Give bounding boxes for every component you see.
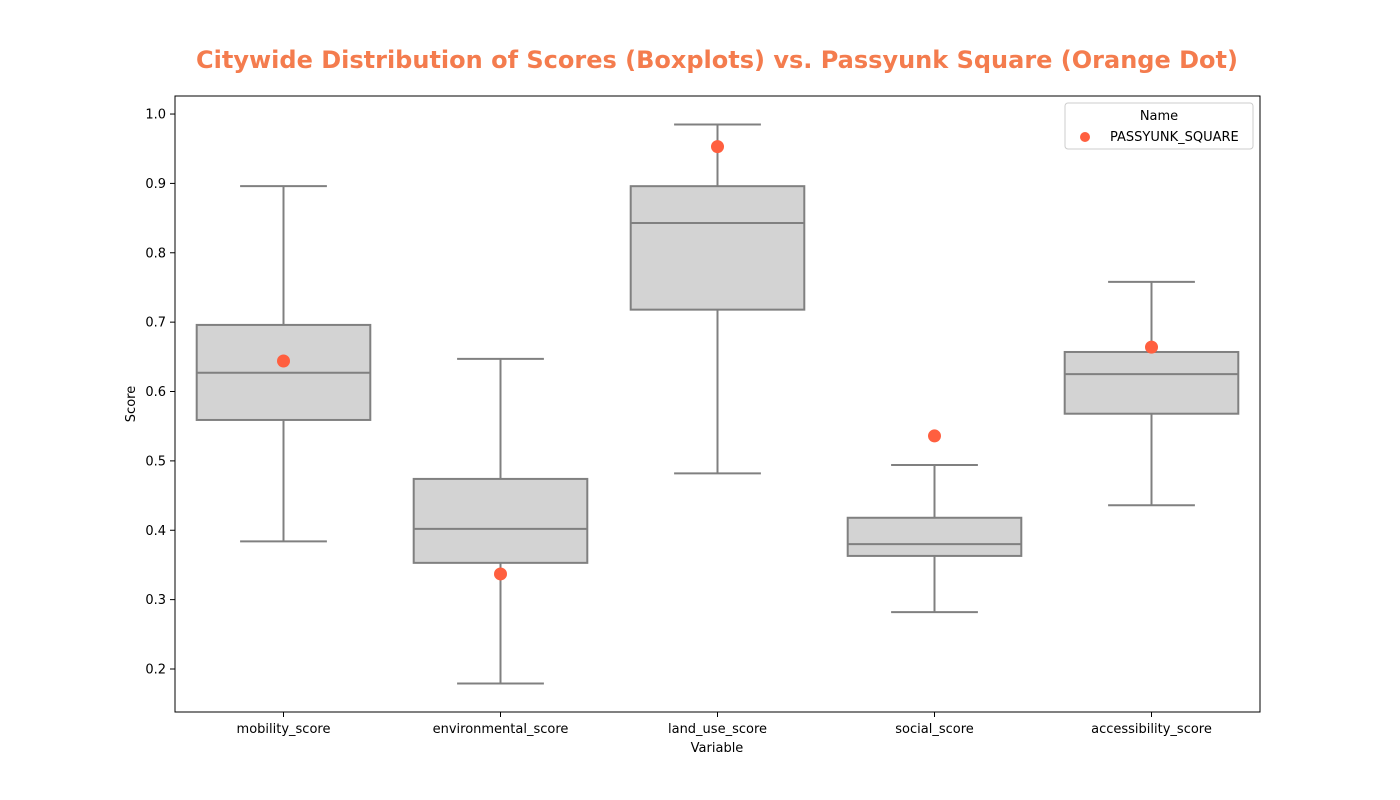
y-tick-label: 0.6 xyxy=(145,385,166,400)
y-tick-label: 0.5 xyxy=(145,454,166,469)
passyunk-point xyxy=(494,567,507,581)
box-iqr xyxy=(846,516,1023,557)
y-tick-label: 0.4 xyxy=(145,524,166,539)
box-group xyxy=(629,123,806,475)
y-tick-label: 0.2 xyxy=(145,662,166,677)
passyunk-point xyxy=(928,429,941,443)
box-group xyxy=(846,464,1023,614)
y-tick-label: 0.3 xyxy=(145,593,166,608)
x-tick-label: social_score xyxy=(895,722,974,737)
y-tick-label: 0.7 xyxy=(145,316,166,331)
x-tick-label: environmental_score xyxy=(433,722,569,737)
y-axis-label: Score xyxy=(124,386,139,422)
plot-area xyxy=(195,123,1240,685)
y-tick-label: 0.9 xyxy=(145,177,166,192)
y-tick-label: 1.0 xyxy=(145,108,166,123)
box-group xyxy=(412,357,589,685)
x-tick-label: accessibility_score xyxy=(1091,722,1212,737)
legend-marker xyxy=(1080,132,1090,142)
box-iqr xyxy=(412,477,589,564)
x-tick-label: mobility_score xyxy=(237,722,331,737)
passyunk-point xyxy=(1145,340,1158,354)
box-iqr xyxy=(629,185,806,311)
legend-box xyxy=(1064,102,1254,150)
x-axis-label: Variable xyxy=(691,741,744,756)
box-group xyxy=(195,185,372,543)
x-tick-label: land_use_score xyxy=(668,722,767,737)
legend: Name PASSYUNK_SQUARE xyxy=(1064,102,1254,150)
box-iqr xyxy=(1063,350,1240,415)
chart-title: Citywide Distribution of Scores (Boxplot… xyxy=(196,46,1238,74)
axes: 0.2 0.3 0.4 0.5 0.6 0.7 0.8 0.9 1.0 mobility_scor… xyxy=(145,108,1212,737)
legend-label: PASSYUNK_SQUARE xyxy=(1110,130,1239,145)
box-group xyxy=(1063,280,1240,507)
passyunk-point xyxy=(277,354,290,368)
passyunk-point xyxy=(711,140,724,154)
y-tick-label: 0.8 xyxy=(145,246,166,261)
legend-title: Name xyxy=(1140,109,1178,124)
